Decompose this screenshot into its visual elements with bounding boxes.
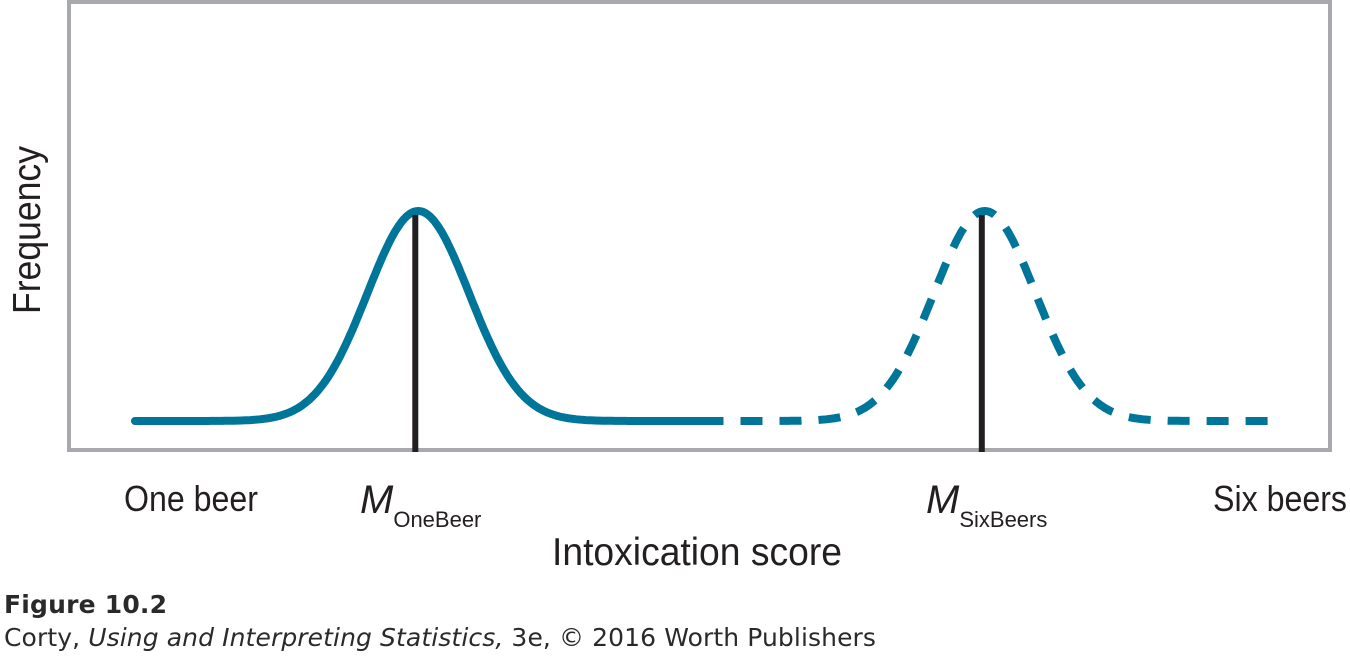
curve-six-beers xyxy=(699,207,1270,425)
curve-one-beer xyxy=(131,207,706,425)
x-end-label-left: One beer xyxy=(124,478,258,519)
x-axis-label: Intoxication score xyxy=(552,531,842,574)
distribution-curves xyxy=(131,207,1270,425)
mean-subscript: SixBeers xyxy=(959,507,1047,532)
figure-credit: Corty, Using and Interpreting Statistics… xyxy=(4,620,1344,656)
credit-author: Corty, xyxy=(4,623,89,652)
x-end-label-right: Six beers xyxy=(1213,478,1347,519)
credit-edition-rights: 3e, © 2016 Worth Publishers xyxy=(503,623,877,652)
mean-symbol: M xyxy=(360,478,394,522)
chart: Frequency One beer Six beers MOneBeer MS… xyxy=(6,0,1347,574)
mean-subscript: OneBeer xyxy=(393,507,481,532)
figure-caption: Figure 10.2 Corty, Using and Interpretin… xyxy=(4,590,1344,656)
mean-label-six-beers: MSixBeers xyxy=(926,478,1047,532)
plot-frame xyxy=(67,0,1332,452)
credit-book-title: Using and Interpreting Statistics, xyxy=(88,623,504,652)
figure-label: Figure 10.2 xyxy=(4,590,168,619)
mean-lines xyxy=(412,215,985,452)
y-axis-label: Frequency xyxy=(6,146,49,314)
mean-symbol: M xyxy=(926,478,960,522)
mean-label-one-beer: MOneBeer xyxy=(360,478,481,532)
